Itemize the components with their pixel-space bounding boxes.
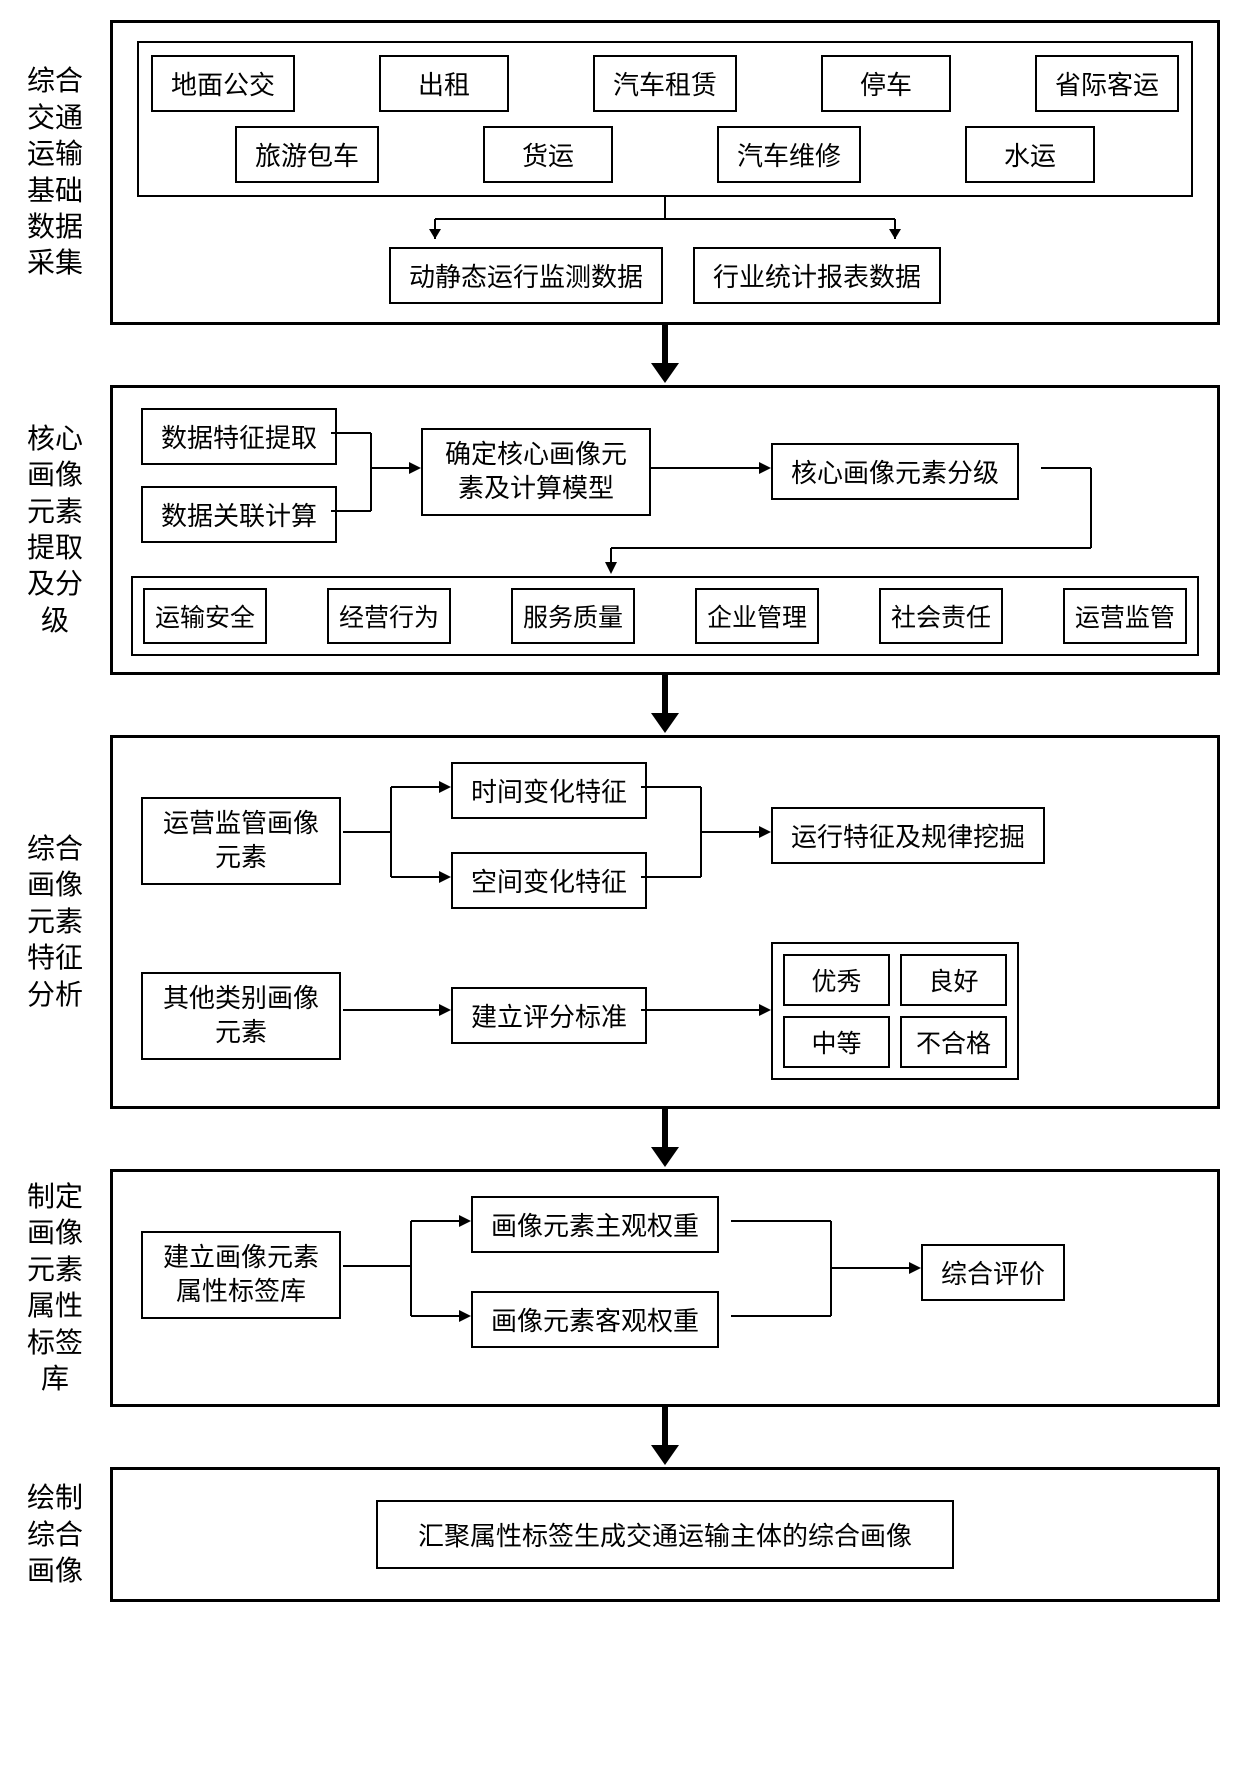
node-eval: 综合评价 [921,1244,1065,1301]
node-parking: 停车 [821,55,951,112]
rating-good: 良好 [900,954,1007,1006]
stage-5-row: 绘制综合画像 汇聚属性标签生成交通运输主体的综合画像 [20,1467,1220,1602]
node-bus: 地面公交 [151,55,295,112]
s1-connector [137,197,1193,247]
arrow-4-5 [20,1407,1220,1467]
stage-1-sources: 地面公交 出租 汽车租赁 停车 省际客运 旅游包车 货运 汽车维修 水运 [137,41,1193,197]
rating-fail: 不合格 [900,1016,1007,1068]
node-supervise-elem: 运营监管画像元素 [141,797,341,885]
stage-2-categories: 运输安全 经营行为 服务质量 企业管理 社会责任 运营监管 [131,576,1199,656]
node-stats-data: 行业统计报表数据 [693,247,941,304]
flowchart: 综合交通运输基础数据采集 地面公交 出租 汽车租赁 停车 省际客运 旅游包车 货… [20,20,1220,1602]
node-feature-extract: 数据特征提取 [141,408,337,465]
stage-4-box: 建立画像元素属性标签库 画像元素主观权重 画像元素客观权重 综合评价 [110,1169,1220,1407]
stage-3-row: 综合画像元素特征分析 运营监管画像元素 时间变化特征 空间变化特征 运行特征及规… [20,735,1220,1109]
node-final: 汇聚属性标签生成交通运输主体的综合画像 [376,1500,954,1569]
node-core-level: 核心画像元素分级 [771,443,1019,500]
node-rental: 汽车租赁 [593,55,737,112]
node-relation-calc: 数据关联计算 [141,486,337,543]
rating-excellent: 优秀 [783,954,890,1006]
stage-5-label: 绘制综合画像 [20,1467,110,1602]
node-other-elem: 其他类别画像元素 [141,972,341,1060]
node-taxi: 出租 [379,55,509,112]
node-intercity: 省际客运 [1035,55,1179,112]
node-pattern-mining: 运行特征及规律挖掘 [771,807,1045,864]
node-obj-weight: 画像元素客观权重 [471,1291,719,1348]
stage-4-label: 制定画像元素属性标签库 [20,1169,110,1407]
stage-4-row: 制定画像元素属性标签库 建立画像元素属性标签库 画像元素主观权重 画像元素客观权… [20,1169,1220,1407]
arrow-3-4 [20,1109,1220,1169]
stage-1-box: 地面公交 出租 汽车租赁 停车 省际客运 旅游包车 货运 汽车维修 水运 [110,20,1220,325]
cat-safety: 运输安全 [143,588,267,644]
node-repair: 汽车维修 [717,126,861,183]
stage-2-box: 数据特征提取 数据关联计算 确定核心画像元素及计算模型 核心画像元素分级 [110,385,1220,675]
cat-behavior: 经营行为 [327,588,451,644]
node-time-feature: 时间变化特征 [451,762,647,819]
cat-supervise: 运营监管 [1063,588,1187,644]
node-space-feature: 空间变化特征 [451,852,647,909]
stage-3-box: 运营监管画像元素 时间变化特征 空间变化特征 运行特征及规律挖掘 [110,735,1220,1109]
stage-2-label: 核心画像元素提取及分级 [20,385,110,675]
stage-2-row: 核心画像元素提取及分级 数据特征提取 数据关联计算 确定核心画像元素及计算模型 … [20,385,1220,675]
stage-5-box: 汇聚属性标签生成交通运输主体的综合画像 [110,1467,1220,1602]
node-label-lib: 建立画像元素属性标签库 [141,1231,341,1319]
cat-social: 社会责任 [879,588,1003,644]
stage-3-label: 综合画像元素特征分析 [20,735,110,1109]
cat-mgmt: 企业管理 [695,588,819,644]
node-core-model: 确定核心画像元素及计算模型 [421,428,651,516]
rating-box: 优秀 良好 中等 不合格 [771,942,1019,1080]
node-water: 水运 [965,126,1095,183]
node-score-std: 建立评分标准 [451,987,647,1044]
node-freight: 货运 [483,126,613,183]
rating-medium: 中等 [783,1016,890,1068]
cat-quality: 服务质量 [511,588,635,644]
arrow-1-2 [20,325,1220,385]
node-monitor-data: 动静态运行监测数据 [389,247,663,304]
stage-1-label: 综合交通运输基础数据采集 [20,20,110,325]
node-subj-weight: 画像元素主观权重 [471,1196,719,1253]
stage-1-row: 综合交通运输基础数据采集 地面公交 出租 汽车租赁 停车 省际客运 旅游包车 货… [20,20,1220,325]
node-tour: 旅游包车 [235,126,379,183]
arrow-2-3 [20,675,1220,735]
